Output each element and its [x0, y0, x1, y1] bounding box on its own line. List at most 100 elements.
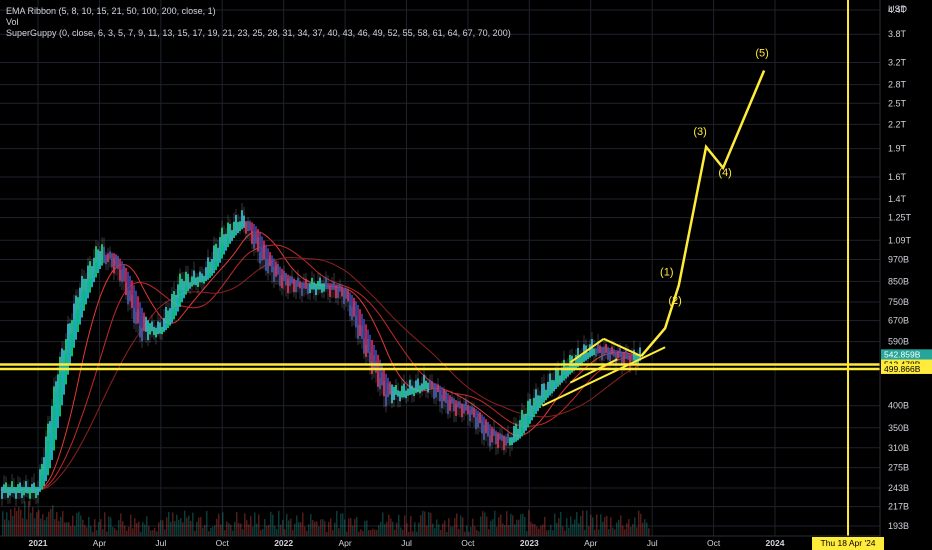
volume-bar [270, 511, 272, 536]
volume-bar [618, 519, 620, 536]
volume-bar [332, 530, 334, 536]
ema-ribbon [0, 203, 641, 506]
volume-bar [518, 519, 520, 536]
volume-bar [286, 513, 288, 536]
ribbon-segment [357, 304, 359, 339]
volume-bar [442, 523, 444, 536]
volume-bar [362, 530, 364, 536]
x-tick-label: 2021 [29, 538, 48, 548]
volume-bar [406, 523, 408, 536]
price-tag-box [881, 363, 932, 374]
ribbon-segment [51, 406, 53, 460]
volume-bar [562, 526, 564, 536]
volume-bar [32, 507, 34, 536]
volume-bar [108, 516, 110, 536]
volume-bar [354, 518, 356, 536]
ribbon-segment [77, 297, 79, 333]
volume-bar [4, 519, 6, 536]
volume-bar [490, 520, 492, 536]
ribbon-segment [53, 386, 55, 451]
volume-bar [424, 511, 426, 536]
volume-bar [112, 526, 114, 536]
legend-vol[interactable]: Vol [6, 17, 19, 27]
volume-bar [42, 514, 44, 536]
volume-bar [448, 518, 450, 536]
date-tag-box [812, 537, 885, 550]
volume-bar [338, 528, 340, 536]
volume-bar [114, 528, 116, 536]
volume-bar [352, 525, 354, 536]
volume-bar [528, 510, 530, 536]
volume-bar [466, 525, 468, 536]
volume-bar [356, 517, 358, 536]
ribbon-segment [119, 258, 121, 281]
y-tick-label: 4.4T [888, 5, 907, 15]
volume-bar [154, 527, 156, 536]
volume-bar [14, 507, 16, 536]
volume-bar [432, 523, 434, 536]
indicator-legend: EMA Ribbon (5, 8, 10, 15, 21, 50, 100, 2… [6, 6, 511, 39]
volume-bar [170, 521, 172, 536]
volume-bar [252, 526, 254, 536]
horizontal-levels[interactable] [0, 363, 880, 371]
y-tick-label: 750B [888, 297, 909, 307]
wave-label: (3) [693, 126, 706, 138]
volume-bar [80, 515, 82, 536]
volume-bar [384, 524, 386, 536]
volume-bar [610, 517, 612, 536]
volume-bar [564, 530, 566, 536]
volume-bar [68, 522, 70, 536]
volume-bar [392, 521, 394, 536]
volume-bar [304, 526, 306, 536]
volume-bar [218, 513, 220, 536]
ribbon-segment [379, 359, 381, 390]
y-tick-label: 217B [888, 502, 909, 512]
volume-bar [150, 530, 152, 536]
volume-bar [520, 514, 522, 536]
volume-bar [204, 525, 206, 536]
ribbon-segment [81, 275, 83, 318]
triangle-trendlines[interactable] [541, 337, 666, 407]
volume-bar [140, 531, 142, 536]
volume-bar [104, 512, 106, 536]
volume-bar [624, 529, 626, 536]
y-tick-label: 3.8T [888, 29, 907, 39]
volume-bar [532, 523, 534, 536]
volume-bar [534, 524, 536, 536]
y-tick-label: 243B [888, 483, 909, 493]
volume-bar [336, 510, 338, 536]
legend-ema-ribbon[interactable]: EMA Ribbon (5, 8, 10, 15, 21, 50, 100, 2… [6, 6, 216, 16]
volume-bar [364, 521, 366, 536]
volume-bar [78, 511, 80, 536]
volume-bar [88, 516, 90, 536]
ribbon-segment [259, 232, 261, 264]
volume-bar [120, 513, 122, 536]
volume-bar [138, 521, 140, 536]
volume-bar [268, 524, 270, 536]
volume-bar [166, 517, 168, 536]
volume-bar [94, 519, 96, 536]
elliott-wave-projection[interactable] [640, 70, 766, 358]
y-tick-label: 590B [888, 337, 909, 347]
volume-bar [396, 522, 398, 536]
volume-bar [420, 515, 422, 536]
y-tick-label: 275B [888, 463, 909, 473]
volume-bar [454, 518, 456, 536]
volume-bar [498, 517, 500, 536]
ribbon-segment [181, 278, 183, 303]
legend-superguppy[interactable]: SuperGuppy (0, close, 6, 3, 5, 7, 9, 11,… [6, 28, 511, 38]
time-axis[interactable]: 2021 Apr Jul Oct 2022 Apr Jul Oct 2023 Apr Jul Oct 2… [0, 535, 880, 550]
volume-bar [118, 520, 120, 536]
volume-bar [646, 522, 648, 536]
volume-bar [246, 520, 248, 536]
x-tick-label: Jul [155, 538, 166, 548]
volume-bar [438, 524, 440, 536]
volume-bar [620, 515, 622, 536]
ribbon-segment [61, 348, 63, 406]
wave-label: (5) [755, 47, 768, 59]
volume-bar [26, 519, 28, 536]
volume-bar [232, 530, 234, 536]
price-tag-value: 499.866B [884, 364, 921, 374]
